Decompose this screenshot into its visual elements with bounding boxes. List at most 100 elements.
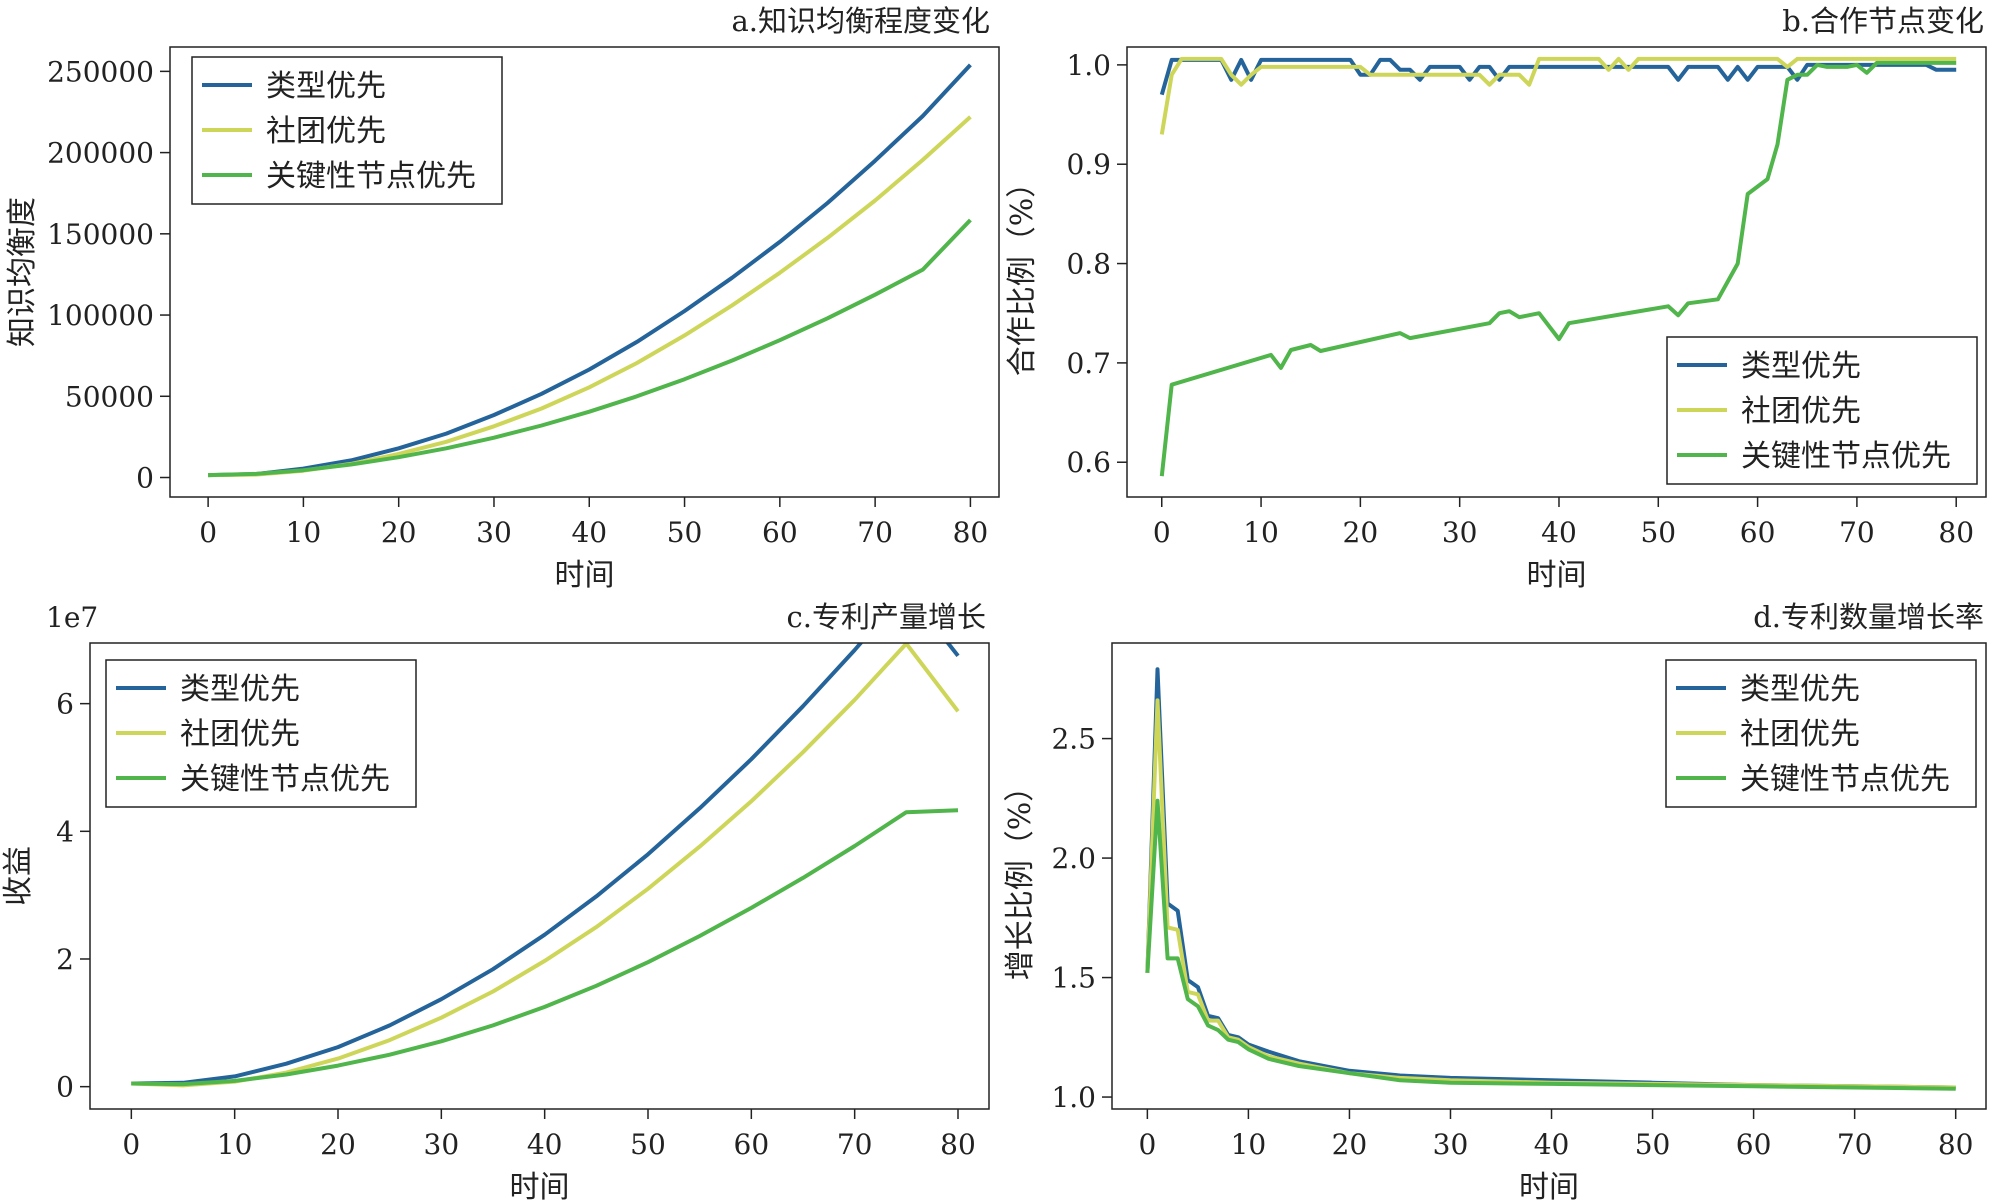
legend-label: 类型优先 — [180, 672, 300, 707]
x-tick-label: 60 — [762, 516, 798, 549]
y-tick-label: 0.8 — [1066, 248, 1111, 281]
y-tick-label: 1.5 — [1051, 962, 1096, 995]
series-line-0 — [208, 63, 972, 478]
x-tick-label: 80 — [1938, 516, 1974, 549]
x-tick-label: 0 — [1153, 516, 1171, 549]
y-axis-label: 合作比例（%） — [1005, 168, 1040, 377]
x-tick-label: 10 — [286, 516, 322, 549]
y-tick-label: 250000 — [47, 55, 154, 88]
y-tick-label: 50000 — [65, 380, 154, 413]
x-tick-label: 20 — [1343, 516, 1379, 549]
series-line-0 — [131, 643, 960, 1086]
legend-label: 关键性节点优先 — [1740, 762, 1950, 797]
legend-label: 关键性节点优先 — [180, 762, 390, 797]
x-tick-label: 80 — [953, 516, 989, 549]
legend-label: 类型优先 — [1740, 672, 1860, 707]
y-tick-label: 2.0 — [1051, 842, 1096, 875]
y-tick-label: 0 — [136, 462, 154, 495]
x-tick-label: 20 — [320, 1128, 356, 1161]
legend-label: 类型优先 — [266, 69, 386, 104]
chart-panel-1: 0 10 20 30 40 50 60 70 80 0.6 0.7 0.8 0.9 1.0 时间 合作比例（%… — [1005, 4, 1987, 593]
y-tick-label: 4 — [56, 815, 74, 848]
x-tick-label: 10 — [1243, 516, 1279, 549]
x-tick-label: 30 — [476, 516, 512, 549]
x-tick-label: 10 — [217, 1128, 253, 1161]
x-tick-label: 40 — [1534, 1128, 1570, 1161]
plot-frame — [169, 46, 1000, 498]
y-tick-label: 150000 — [47, 218, 154, 251]
y-tick-label: 0.6 — [1066, 446, 1111, 479]
x-tick-label: 10 — [1231, 1128, 1267, 1161]
x-tick-label: 0 — [1138, 1128, 1156, 1161]
chart-title: b.合作节点变化 — [1782, 4, 1984, 38]
x-tick-label: 80 — [940, 1128, 976, 1161]
x-tick-label: 70 — [1837, 1128, 1873, 1161]
x-axis-label: 时间 — [510, 1170, 570, 1202]
x-tick-label: 70 — [857, 516, 893, 549]
y-tick-label: 1.0 — [1066, 49, 1111, 82]
x-tick-label: 80 — [1938, 1128, 1974, 1161]
x-tick-label: 20 — [1332, 1128, 1368, 1161]
x-tick-label: 40 — [1541, 516, 1577, 549]
y-tick-label: 2.5 — [1051, 723, 1096, 756]
chart-title: c.专利产量增长 — [787, 600, 986, 634]
y-axis-label: 知识均衡度 — [5, 197, 40, 347]
y-offset-label: 1e7 — [46, 601, 98, 634]
y-tick-label: 100000 — [47, 299, 154, 332]
chart-title: a.知识均衡程度变化 — [731, 4, 990, 38]
x-tick-label: 50 — [630, 1128, 666, 1161]
x-axis-label: 时间 — [555, 558, 615, 593]
plot-frame — [1111, 642, 1987, 1110]
series-line-1 — [1159, 56, 1957, 135]
series-line-2 — [1145, 798, 1956, 1091]
series-line-2 — [131, 808, 959, 1087]
x-tick-label: 20 — [381, 516, 417, 549]
chart-title: d.专利数量增长率 — [1753, 600, 1984, 634]
x-tick-label: 60 — [734, 1128, 770, 1161]
legend-label: 类型优先 — [1741, 349, 1861, 384]
y-tick-label: 6 — [56, 688, 74, 721]
x-tick-label: 50 — [1640, 516, 1676, 549]
x-tick-label: 30 — [1442, 516, 1478, 549]
x-tick-label: 40 — [527, 1128, 563, 1161]
x-tick-label: 60 — [1740, 516, 1776, 549]
plot-frame — [89, 642, 990, 1110]
x-tick-label: 40 — [571, 516, 607, 549]
legend-label: 关键性节点优先 — [1741, 439, 1951, 474]
y-tick-label: 0.9 — [1066, 148, 1111, 181]
x-tick-label: 0 — [199, 516, 217, 549]
x-tick-label: 30 — [1433, 1128, 1469, 1161]
chart-panel-2: 0 10 20 30 40 50 60 70 800246时间收益c.专利产量增长1e7类型优先… — [1, 600, 990, 1202]
x-tick-label: 50 — [667, 516, 703, 549]
x-tick-label: 30 — [424, 1128, 460, 1161]
x-tick-label: 60 — [1736, 1128, 1772, 1161]
x-axis-label: 时间 — [1519, 1170, 1579, 1202]
legend-label: 社团优先 — [1741, 394, 1861, 429]
x-tick-label: 50 — [1635, 1128, 1671, 1161]
x-tick-label: 0 — [122, 1128, 140, 1161]
y-tick-label: 0 — [56, 1071, 74, 1104]
y-axis-label: 收益 — [1, 846, 36, 906]
legend-label: 社团优先 — [180, 717, 300, 752]
y-tick-label: 1.0 — [1051, 1081, 1096, 1114]
series-line-2 — [1159, 60, 1957, 477]
plot-frame — [1126, 46, 1987, 498]
x-axis-label: 时间 — [1527, 558, 1587, 593]
y-tick-label: 2 — [56, 943, 74, 976]
y-axis-label: 增长比例（%） — [1003, 772, 1038, 981]
legend-label: 社团优先 — [1740, 717, 1860, 752]
chart-panel-3: 0 10 20 30 40 50 60 70 80 1.0 1.5 2.0 2.5 时间 增长比例（%） d.… — [1003, 600, 1987, 1202]
x-tick-label: 70 — [1839, 516, 1875, 549]
y-tick-label: 200000 — [47, 137, 154, 170]
x-tick-label: 70 — [837, 1128, 873, 1161]
legend-label: 关键性节点优先 — [266, 159, 476, 194]
chart-panel-0: 0 10 20 30 40 50 60 70 80 0 50000 100000 150000 20000… — [5, 4, 1000, 593]
y-tick-label: 0.7 — [1066, 347, 1111, 380]
legend-label: 社团优先 — [266, 114, 386, 149]
series-line-2 — [208, 218, 972, 478]
